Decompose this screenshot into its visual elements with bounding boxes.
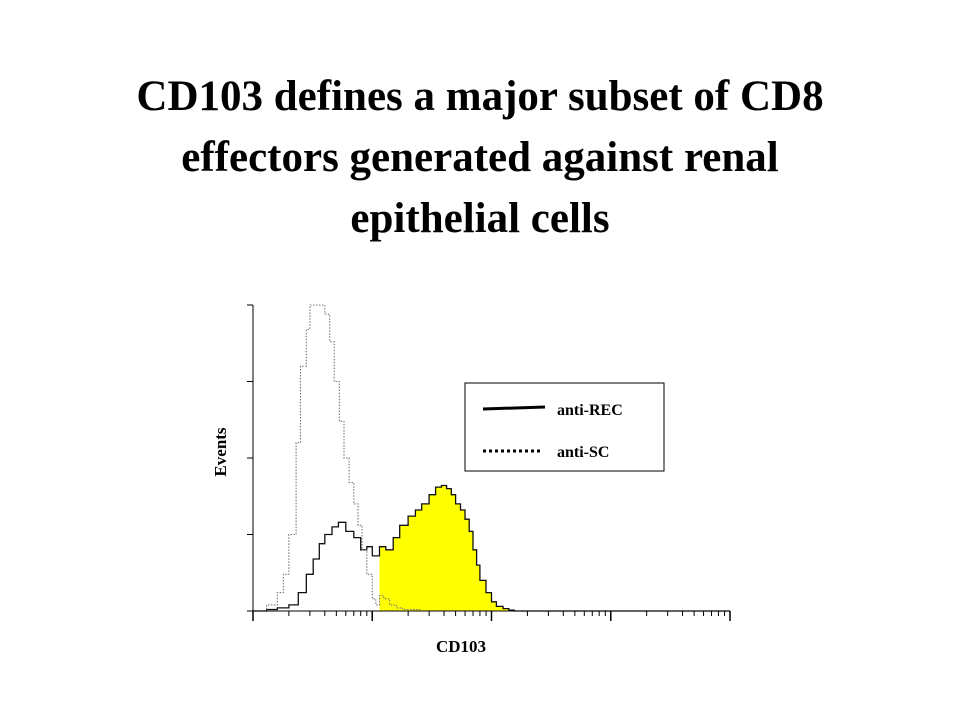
legend-label-anti-rec: anti-REC	[557, 402, 623, 419]
anti-rec-histogram-line	[253, 484, 730, 612]
y-axis-ticks	[247, 304, 253, 612]
legend: anti-REC anti-SC	[464, 382, 665, 472]
x-axis-ticks	[252, 611, 731, 621]
slide-title-line: epithelial cells	[350, 195, 610, 242]
plot-area	[253, 304, 730, 612]
slide-title-line: CD103 defines a major subset of CD8	[136, 73, 824, 120]
legend-solid-line-swatch	[482, 405, 546, 411]
x-axis-label: CD103	[436, 637, 486, 656]
anti-rec-filled-area	[379, 485, 515, 611]
y-axis-label: Events	[211, 427, 230, 477]
legend-label-anti-sc: anti-SC	[557, 444, 609, 461]
legend-box	[464, 382, 665, 472]
anti-sc-histogram-line	[253, 304, 730, 612]
axes	[247, 304, 731, 621]
slide-title-line: effectors generated against renal	[181, 134, 779, 181]
slide-title: CD103 defines a major subset of CD8 effe…	[40, 66, 920, 249]
